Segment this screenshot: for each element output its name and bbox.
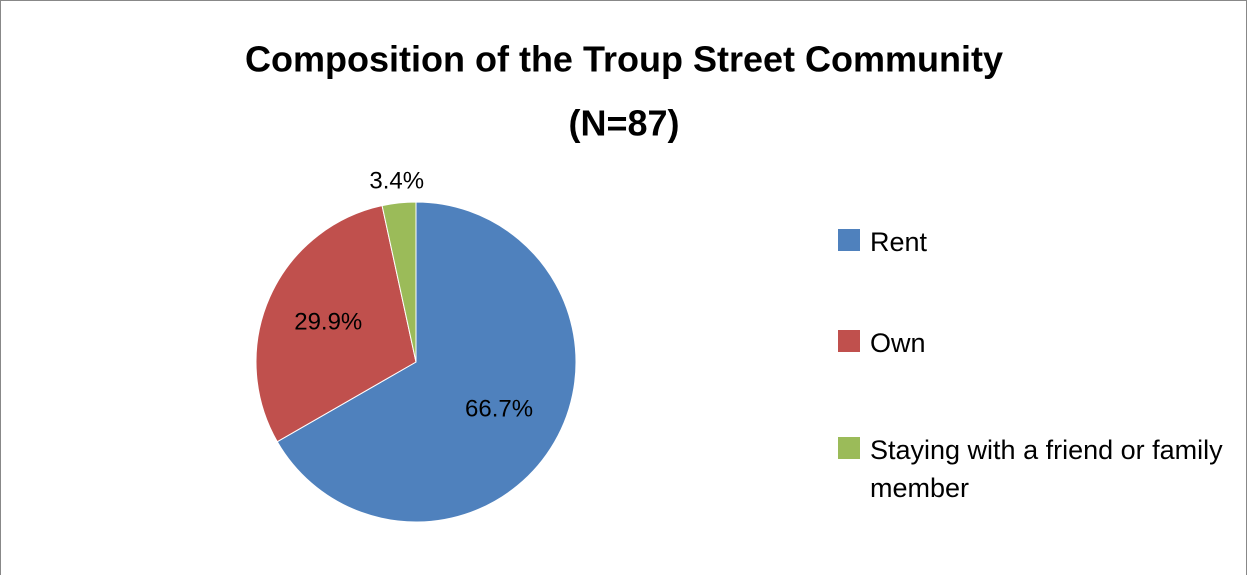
legend-swatch	[838, 437, 860, 459]
pie-slice	[276, 201, 577, 523]
legend-item: Rent	[838, 223, 1230, 261]
chart-title: Composition of the Troup Street Communit…	[245, 39, 1003, 80]
data-label: 29.9%	[294, 308, 362, 335]
data-label: 3.4%	[369, 168, 424, 195]
data-label: 66.7%	[465, 395, 533, 422]
legend-item: Staying with a friend or family member	[838, 431, 1230, 507]
legend-label: Own	[870, 328, 926, 358]
legend-label: Staying with a friend or family member	[870, 435, 1223, 503]
legend-swatch	[838, 330, 860, 352]
pie-slice	[255, 205, 417, 443]
legend-swatch	[838, 229, 860, 251]
legend-item: Own	[838, 324, 1230, 362]
legend-label: Rent	[870, 227, 928, 257]
pie-slice	[381, 201, 417, 363]
chart-subtitle: (N=87)	[568, 103, 679, 144]
